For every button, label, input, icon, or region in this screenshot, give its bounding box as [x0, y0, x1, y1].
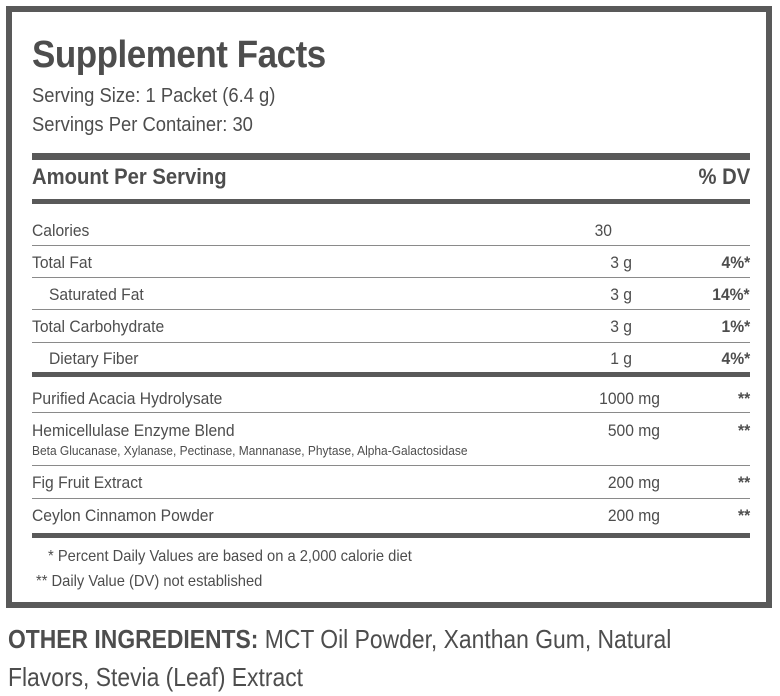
- ingredient-dv: **: [737, 473, 750, 492]
- footer-divider: [32, 533, 750, 538]
- ingredient-name: Fig Fruit Extract: [32, 473, 143, 492]
- ingredient-dv: **: [737, 506, 750, 525]
- nutrient-name: Calories: [32, 221, 90, 240]
- ingredient-row-cinnamon: Ceylon Cinnamon Powder 200 mg **: [32, 506, 750, 530]
- row-divider: [32, 309, 750, 310]
- footnote-dv-not-established: ** Daily Value (DV) not established: [36, 573, 263, 590]
- ingredient-dv: **: [737, 389, 750, 408]
- ingredient-amount: 500 mg: [607, 421, 660, 440]
- nutrient-dv: 4%*: [721, 349, 750, 368]
- nutrient-row-total-carbohydrate: Total Carbohydrate 3 g 1%*: [32, 317, 750, 341]
- row-divider: [32, 412, 750, 413]
- ingredient-amount: 200 mg: [607, 506, 660, 525]
- nutrient-name: Saturated Fat: [49, 285, 144, 304]
- nutrient-dv: 4%*: [721, 253, 750, 272]
- header-divider: [32, 199, 750, 204]
- panel-title: Supplement Facts: [32, 34, 326, 76]
- ingredient-dv: **: [737, 421, 750, 440]
- nutrient-dv: 14%*: [712, 285, 750, 304]
- ingredient-sub-list: Beta Glucanase, Xylanase, Pectinase, Man…: [32, 443, 468, 458]
- nutrient-row-total-fat: Total Fat 3 g 4%*: [32, 253, 750, 277]
- nutrient-dv: 1%*: [721, 317, 750, 336]
- other-ingredients: OTHER INGREDIENTS: MCT Oil Powder, Xanth…: [8, 620, 730, 696]
- other-ingredients-label: OTHER INGREDIENTS:: [8, 624, 259, 654]
- thick-divider: [32, 153, 750, 160]
- dv-label: % DV: [698, 164, 750, 189]
- ingredient-row-acacia: Purified Acacia Hydrolysate 1000 mg **: [32, 389, 750, 413]
- other-ingredients-text: MCT Oil Powder, Xanthan Gum, Natural Fla…: [8, 624, 672, 692]
- servings-per-container: Servings Per Container: 30: [32, 114, 253, 136]
- nutrient-amount: 3 g: [610, 253, 632, 272]
- nutrient-row-dietary-fiber: Dietary Fiber 1 g 4%*: [32, 349, 750, 373]
- nutrient-row-calories: Calories 30: [32, 221, 750, 245]
- ingredient-amount: 1000 mg: [599, 389, 660, 408]
- nutrient-amount: 3 g: [610, 285, 632, 304]
- amount-header-row: Amount Per Serving % DV: [32, 164, 750, 196]
- nutrient-amount: 30: [594, 221, 612, 240]
- nutrient-row-saturated-fat: Saturated Fat 3 g 14%*: [32, 285, 750, 309]
- ingredient-amount: 200 mg: [607, 473, 660, 492]
- ingredient-name: Hemicellulase Enzyme Blend: [32, 421, 235, 440]
- ingredient-name: Ceylon Cinnamon Powder: [32, 506, 214, 525]
- serving-size: Serving Size: 1 Packet (6.4 g): [32, 85, 276, 107]
- section-divider: [32, 372, 750, 377]
- nutrient-amount: 3 g: [610, 317, 632, 336]
- ingredient-row-fig: Fig Fruit Extract 200 mg **: [32, 473, 750, 497]
- row-divider: [32, 277, 750, 278]
- footnote-percent-dv: * Percent Daily Values are based on a 2,…: [48, 548, 412, 565]
- nutrient-name: Total Carbohydrate: [32, 317, 165, 336]
- ingredient-name: Purified Acacia Hydrolysate: [32, 389, 223, 408]
- row-divider: [32, 245, 750, 246]
- ingredient-row-enzyme-blend: Hemicellulase Enzyme Blend Beta Glucanas…: [32, 421, 750, 465]
- nutrient-name: Total Fat: [32, 253, 92, 272]
- nutrient-amount: 1 g: [610, 349, 632, 368]
- row-divider: [32, 342, 750, 343]
- row-divider: [32, 465, 750, 466]
- supplement-facts-panel: Supplement Facts Serving Size: 1 Packet …: [6, 6, 772, 608]
- amount-per-serving-label: Amount Per Serving: [32, 164, 227, 189]
- nutrient-name: Dietary Fiber: [49, 349, 139, 368]
- row-divider: [32, 498, 750, 499]
